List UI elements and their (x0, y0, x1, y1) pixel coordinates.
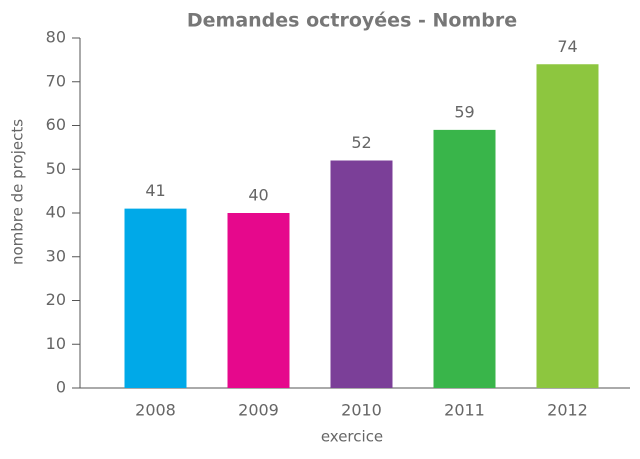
x-tick-label: 2012 (547, 401, 588, 420)
chart-title: Demandes octroyées - Nombre (187, 10, 517, 32)
x-tick-label: 2011 (444, 401, 485, 420)
x-tick-label: 2009 (238, 401, 279, 420)
bar (124, 208, 187, 388)
y-tick-label: 50 (46, 159, 66, 178)
bar (536, 64, 599, 388)
y-tick-label: 0 (56, 378, 66, 397)
x-axis-label: exercice (321, 428, 383, 446)
data-label: 74 (557, 37, 577, 56)
y-tick-label: 20 (46, 290, 66, 309)
y-tick-label: 70 (46, 71, 66, 90)
data-label: 40 (248, 186, 268, 205)
bar (433, 129, 496, 388)
data-label: 59 (454, 102, 474, 121)
bar (330, 160, 393, 388)
y-tick-label: 40 (46, 203, 66, 222)
x-tick-label: 2010 (341, 401, 382, 420)
y-tick-label: 10 (46, 334, 66, 353)
y-tick-label: 60 (46, 115, 66, 134)
y-tick-label: 30 (46, 246, 66, 265)
data-label: 41 (145, 181, 165, 200)
y-tick-label: 80 (46, 28, 66, 47)
y-axis-label: nombre de projects (9, 119, 27, 265)
bar (227, 213, 290, 388)
x-tick-label: 2008 (135, 401, 176, 420)
data-label: 52 (351, 133, 371, 152)
